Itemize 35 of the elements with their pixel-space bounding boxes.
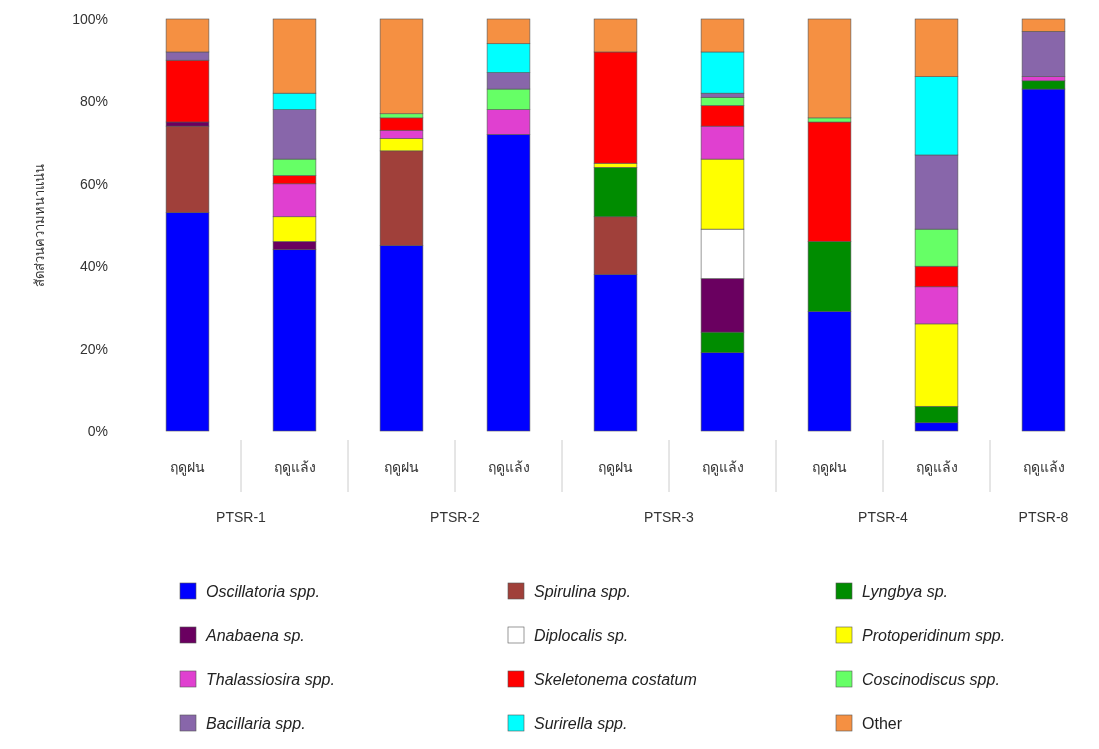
text: PTSR-4	[858, 509, 909, 525]
legend-label: Other	[862, 715, 903, 732]
legend-label: Spirulina spp.	[534, 583, 631, 600]
x-tick-label: ฤดูฝน	[384, 459, 419, 476]
y-tick-label: 60%	[79, 175, 108, 192]
legend-label: Protoperidinum spp.	[862, 627, 1006, 644]
y-tick-label: 0%	[87, 423, 108, 439]
x-tick-label: ฤดูแล้ง	[487, 459, 530, 476]
bar	[379, 18, 424, 115]
x-tick-label: ฤดูฝน	[170, 459, 205, 476]
text: PTSR-8	[1018, 509, 1069, 525]
y-axis-title: สัดส่วนความหนาแน่น	[32, 163, 47, 287]
x-tick-label: ฤดูแล้ง	[915, 459, 958, 476]
x-tick-label: ฤดูแล้ง	[701, 459, 744, 476]
text: PTSR-2	[430, 509, 481, 525]
bar	[807, 18, 852, 119]
y-tick-label: 40%	[79, 258, 108, 275]
legend-label: Thalassiosira spp.	[206, 671, 335, 688]
y-tick-label: 20%	[79, 340, 108, 357]
legend-label: Coscinodiscus spp.	[862, 671, 1000, 688]
legend-label: Surirella spp.	[534, 715, 628, 732]
x-tick-label: ฤดูฝน	[812, 459, 847, 476]
legend-label: Anabaena sp.	[205, 627, 305, 644]
x-tick-label: ฤดูแล้ง	[1022, 459, 1065, 476]
text: PTSR-1	[216, 509, 267, 525]
legend-label: Diplocalis sp.	[534, 627, 629, 644]
y-tick-label: 80%	[79, 93, 108, 110]
legend-label: Lyngbya sp.	[862, 583, 948, 600]
legend-label: Oscillatoria spp.	[206, 583, 320, 600]
x-tick-label: ฤดูแล้ง	[273, 459, 316, 476]
text: PTSR-3	[644, 509, 695, 525]
legend-label: Skeletonema costatum	[534, 671, 697, 688]
legend-label: Bacillaria spp.	[206, 715, 306, 732]
y-tick-label: 100%	[72, 11, 108, 27]
x-tick-label: ฤดูฝน	[598, 459, 633, 476]
